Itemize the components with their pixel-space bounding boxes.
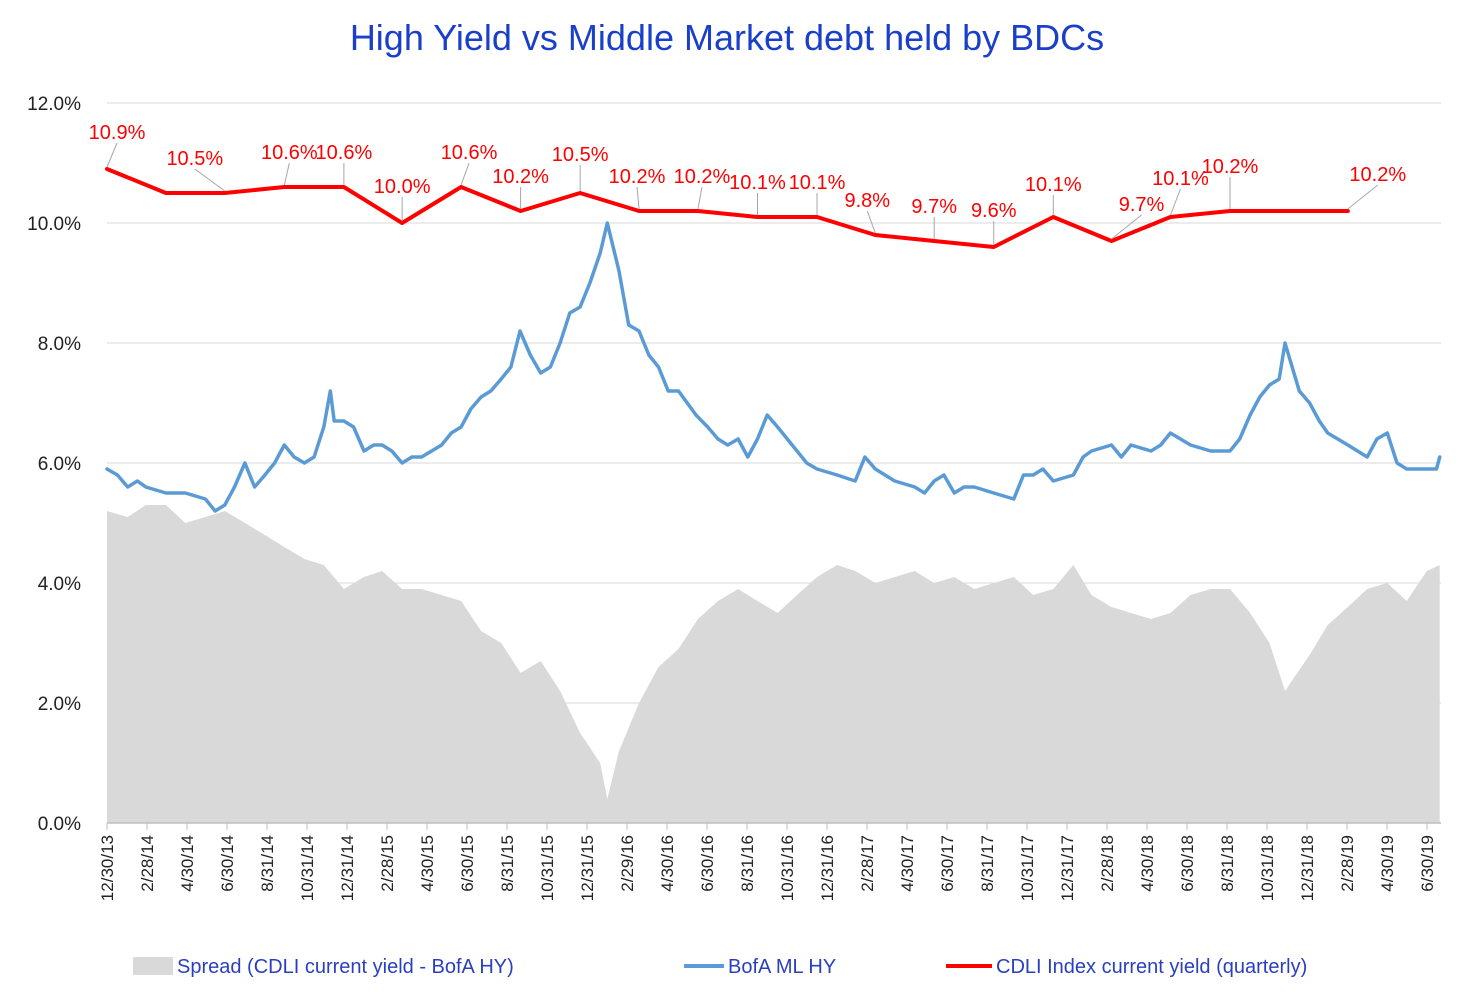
data-label: 10.2% [1349, 164, 1406, 186]
data-label-leader [1111, 214, 1142, 240]
axis-layer: 0.0% 2.0% 4.0% 6.0% 8.0% 10.0% 12.0% 12/30/13 2/… [27, 94, 1441, 901]
data-label: 10.2% [609, 166, 666, 188]
x-tick-label: 10/31/15 [538, 835, 557, 901]
x-tick-label: 4/30/18 [1138, 835, 1157, 892]
data-label-leader [697, 186, 703, 210]
x-tick-label: 12/31/15 [578, 835, 597, 901]
data-label: 10.2% [674, 166, 731, 188]
data-label: 9.8% [844, 190, 890, 212]
x-tick-label: 8/31/15 [498, 835, 517, 892]
data-label-leader [866, 210, 876, 234]
x-tick-label: 10/31/18 [1258, 835, 1277, 901]
x-tick-label: 12/31/17 [1058, 835, 1077, 901]
y-tick-label: 0.0% [38, 814, 81, 835]
x-tick-label: 8/31/16 [738, 835, 757, 892]
x-tick-label: 10/31/16 [778, 835, 797, 901]
x-tick-label: 8/31/18 [1218, 835, 1237, 892]
data-label-layer: 10.9%10.5% 10.6%10.6%10.0%10.6%10.2%10.5%… [89, 122, 1406, 245]
data-label: 10.1% [1025, 174, 1082, 196]
x-tick-label: 4/30/19 [1378, 835, 1397, 892]
chart-title: High Yield vs Middle Market debt held by… [350, 17, 1104, 58]
legend-label-bofa: BofA ML HY [728, 956, 836, 978]
data-label-leader [1169, 188, 1181, 216]
x-tick-label: 6/30/19 [1418, 835, 1437, 892]
y-tick-label: 2.0% [38, 694, 81, 715]
y-tick-label: 10.0% [27, 214, 81, 235]
data-label: 9.7% [1119, 194, 1165, 216]
x-tick-label: 8/31/17 [978, 835, 997, 892]
data-label: 10.2% [1202, 156, 1259, 178]
data-label: 10.6% [261, 142, 318, 164]
data-label: 10.1% [1152, 168, 1209, 190]
y-tick-label: 8.0% [38, 334, 81, 355]
x-tick-label: 12/31/16 [818, 835, 837, 901]
x-tick-label: 8/31/14 [258, 835, 277, 892]
y-tick-label: 12.0% [27, 94, 81, 115]
data-label-leader [194, 168, 226, 192]
data-label: 10.6% [316, 142, 373, 164]
legend-label-cdli: CDLI Index current yield (quarterly) [996, 956, 1307, 978]
x-tick-label: 2/28/19 [1338, 835, 1357, 892]
data-label: 10.5% [166, 148, 223, 170]
x-tick-label: 6/30/14 [218, 835, 237, 892]
data-label: 10.2% [492, 166, 549, 188]
x-tick-label: 4/30/17 [898, 835, 917, 892]
data-label: 10.5% [552, 144, 609, 166]
x-tick-label: 4/30/16 [658, 835, 677, 892]
data-label-leader [636, 186, 640, 210]
data-label: 10.1% [729, 172, 786, 194]
legend-label-spread: Spread (CDLI current yield - BofA HY) [177, 956, 514, 978]
data-label: 10.1% [789, 172, 846, 194]
x-tick-label: 4/30/15 [418, 835, 437, 892]
x-tick-label: 4/30/14 [178, 835, 197, 892]
data-label: 10.6% [441, 142, 498, 164]
x-tick-label: 2/28/17 [858, 835, 877, 892]
x-tick-label: 12/30/13 [98, 835, 117, 901]
legend-swatch-spread [133, 957, 173, 975]
data-label-leader [106, 142, 118, 168]
bofa-hy-line [105, 221, 1442, 513]
data-label-leader [1347, 184, 1379, 210]
data-label: 9.7% [911, 196, 957, 218]
spread-area [107, 505, 1440, 823]
x-tick-label: 2/29/16 [618, 835, 637, 892]
data-label: 9.6% [971, 200, 1017, 222]
x-tick-label: 10/31/17 [1018, 835, 1037, 901]
data-label-leader [460, 162, 470, 186]
legend: Spread (CDLI current yield - BofA HY) Bof… [133, 956, 1307, 978]
line-layer [105, 167, 1442, 513]
spread-area-layer [107, 505, 1440, 823]
x-tick-label: 12/31/14 [338, 835, 357, 901]
x-tick-label: 6/30/15 [458, 835, 477, 892]
cdli-yield-line [105, 167, 1350, 249]
data-label-leader [283, 162, 290, 186]
x-tick-label: 2/28/18 [1098, 835, 1117, 892]
x-tick-label: 2/28/14 [138, 835, 157, 892]
x-tick-label: 6/30/16 [698, 835, 717, 892]
y-tick-label: 4.0% [38, 574, 81, 595]
y-tick-label: 6.0% [38, 454, 81, 475]
x-tick-label: 6/30/18 [1178, 835, 1197, 892]
x-tick-label: 6/30/17 [938, 835, 957, 892]
data-label: 10.0% [374, 176, 431, 198]
x-tick-label: 2/28/15 [378, 835, 397, 892]
data-label: 10.9% [89, 122, 146, 144]
x-tick-label: 10/31/14 [298, 835, 317, 901]
x-tick-label: 12/31/18 [1298, 835, 1317, 901]
